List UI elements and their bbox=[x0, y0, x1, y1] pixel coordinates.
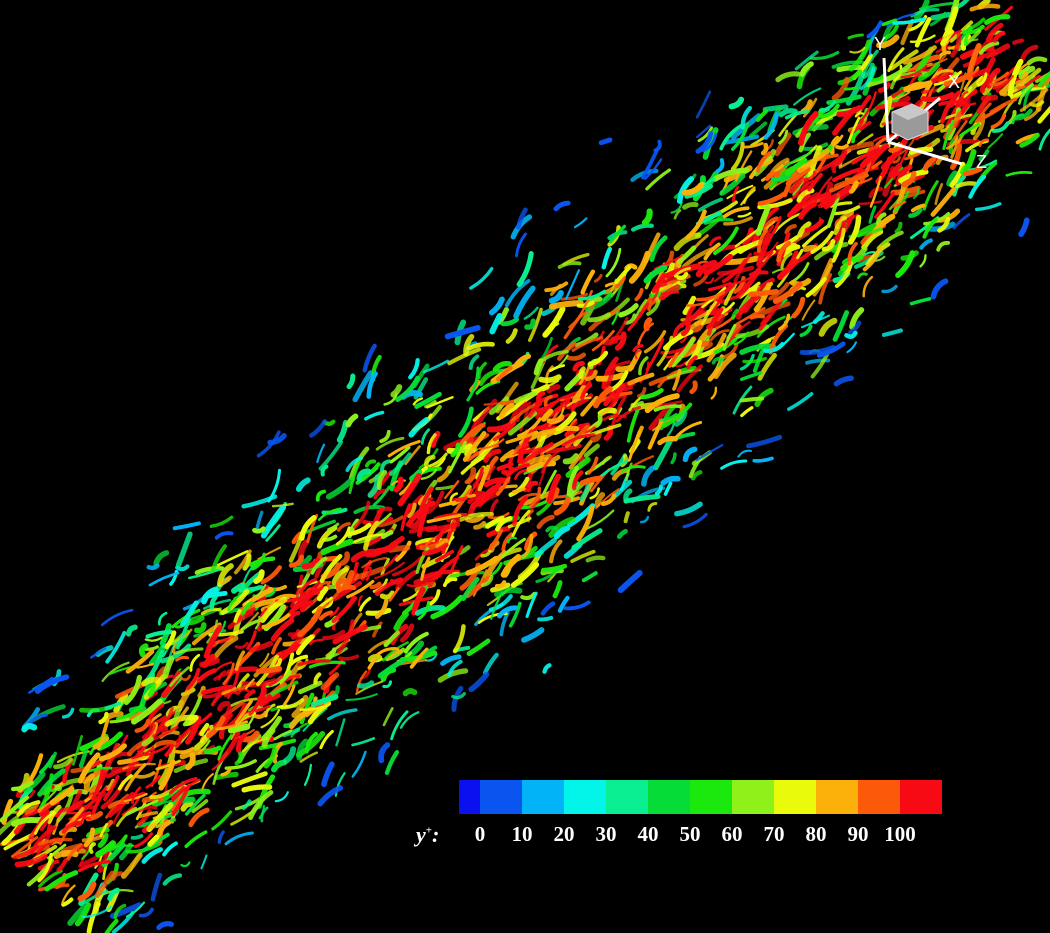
axes-lines bbox=[882, 57, 963, 166]
orientation-axes-triad: Y X Z bbox=[858, 28, 1008, 188]
legend-tick: 80 bbox=[805, 822, 827, 846]
legend-swatch bbox=[564, 780, 606, 814]
y-axis-label: Y bbox=[874, 34, 887, 54]
legend-tick: 10 bbox=[511, 822, 533, 846]
legend-tick: 70 bbox=[763, 822, 785, 846]
legend-swatch bbox=[480, 780, 522, 814]
legend-swatch bbox=[522, 780, 564, 814]
legend-tick: 40 bbox=[637, 822, 659, 846]
x-axis-label: X bbox=[948, 72, 961, 92]
color-legend: y+: 0 10 20 30 40 50 60 70 80 90 100 bbox=[412, 778, 942, 848]
legend-color-bar bbox=[459, 780, 942, 814]
legend-swatch bbox=[732, 780, 774, 814]
legend-swatch bbox=[900, 780, 942, 814]
legend-swatch bbox=[606, 780, 648, 814]
legend-swatch bbox=[774, 780, 816, 814]
legend-tick: 30 bbox=[595, 822, 617, 846]
legend-swatch bbox=[816, 780, 858, 814]
legend-swatch bbox=[858, 780, 900, 814]
legend-swatch bbox=[690, 780, 732, 814]
legend-tick: 100 bbox=[884, 822, 916, 846]
legend-tick: 90 bbox=[847, 822, 869, 846]
legend-swatch bbox=[648, 780, 690, 814]
legend-tick: 0 bbox=[474, 822, 486, 846]
legend-swatch bbox=[459, 780, 480, 814]
legend-tick: 60 bbox=[721, 822, 743, 846]
z-axis-label: Z bbox=[976, 152, 987, 172]
legend-tick: 20 bbox=[553, 822, 575, 846]
legend-variable-label: y+: bbox=[416, 822, 440, 847]
legend-tick-labels: 0 10 20 30 40 50 60 70 80 90 100 bbox=[459, 822, 929, 848]
legend-tick: 50 bbox=[679, 822, 701, 846]
